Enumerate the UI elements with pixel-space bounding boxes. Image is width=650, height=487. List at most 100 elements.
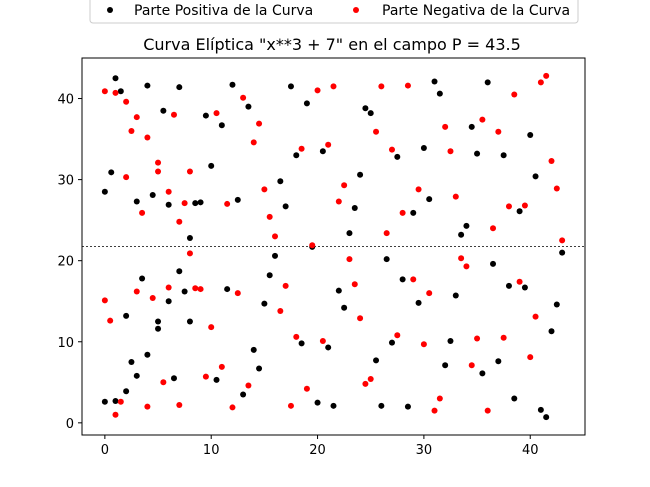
point-positive bbox=[282, 203, 289, 210]
point-negative bbox=[378, 83, 385, 90]
point-positive bbox=[351, 204, 358, 211]
point-positive bbox=[431, 78, 438, 85]
point-positive bbox=[442, 362, 449, 369]
point-positive bbox=[404, 403, 411, 410]
point-positive bbox=[176, 268, 183, 275]
point-negative bbox=[452, 193, 459, 200]
point-negative bbox=[229, 404, 236, 411]
point-negative bbox=[373, 128, 380, 135]
point-negative bbox=[516, 278, 523, 285]
point-positive bbox=[128, 359, 135, 366]
point-negative bbox=[447, 148, 454, 155]
point-positive bbox=[383, 256, 390, 263]
point-positive bbox=[436, 90, 443, 97]
point-negative bbox=[277, 307, 284, 314]
point-positive bbox=[192, 200, 199, 207]
point-negative bbox=[436, 395, 443, 402]
point-positive bbox=[149, 192, 156, 199]
point-negative bbox=[208, 324, 215, 331]
point-positive bbox=[144, 351, 151, 358]
point-negative bbox=[218, 363, 225, 370]
point-negative bbox=[117, 398, 124, 405]
point-positive bbox=[101, 398, 108, 405]
point-negative bbox=[330, 83, 337, 90]
point-negative bbox=[144, 403, 151, 410]
point-negative bbox=[367, 376, 374, 383]
point-positive bbox=[218, 122, 225, 129]
legend-label-positive: Parte Positiva de la Curva bbox=[134, 3, 313, 19]
point-positive bbox=[511, 395, 518, 402]
point-negative bbox=[133, 288, 140, 295]
point-positive bbox=[266, 272, 273, 279]
point-positive bbox=[420, 144, 427, 151]
point-positive bbox=[229, 81, 236, 88]
point-negative bbox=[144, 134, 151, 141]
y-tick-label: 0 bbox=[66, 417, 74, 432]
point-negative bbox=[293, 333, 300, 340]
point-positive bbox=[101, 188, 108, 195]
point-negative bbox=[165, 284, 172, 291]
point-positive bbox=[495, 358, 502, 365]
point-positive bbox=[500, 152, 507, 159]
point-positive bbox=[155, 318, 162, 325]
point-positive bbox=[261, 300, 268, 307]
point-positive bbox=[133, 372, 140, 379]
point-negative bbox=[155, 159, 162, 166]
point-negative bbox=[532, 313, 539, 320]
point-positive bbox=[341, 304, 348, 311]
point-positive bbox=[133, 198, 140, 205]
point-negative bbox=[468, 362, 475, 369]
x-tick-label: 0 bbox=[101, 443, 109, 458]
point-negative bbox=[479, 116, 486, 123]
point-negative bbox=[442, 123, 449, 130]
point-positive bbox=[186, 234, 193, 241]
point-negative bbox=[490, 225, 497, 232]
point-positive bbox=[543, 414, 550, 421]
point-positive bbox=[325, 344, 332, 351]
point-positive bbox=[277, 178, 284, 185]
point-positive bbox=[176, 84, 183, 91]
point-negative bbox=[287, 402, 294, 409]
point-negative bbox=[240, 94, 247, 101]
point-negative bbox=[128, 127, 135, 134]
point-positive bbox=[426, 196, 433, 203]
point-negative bbox=[266, 213, 273, 220]
point-negative bbox=[404, 82, 411, 89]
point-positive bbox=[548, 328, 555, 335]
point-positive bbox=[367, 110, 374, 117]
point-negative bbox=[256, 120, 263, 127]
point-positive bbox=[213, 376, 220, 383]
point-positive bbox=[362, 105, 369, 112]
point-positive bbox=[139, 275, 146, 282]
point-positive bbox=[108, 169, 115, 176]
point-positive bbox=[112, 397, 119, 404]
point-negative bbox=[123, 174, 130, 181]
point-negative bbox=[192, 285, 199, 292]
point-positive bbox=[123, 388, 130, 395]
point-negative bbox=[250, 139, 257, 146]
point-negative bbox=[234, 290, 241, 297]
point-positive bbox=[112, 75, 119, 82]
point-negative bbox=[399, 209, 406, 216]
point-positive bbox=[479, 370, 486, 377]
x-tick-label: 10 bbox=[203, 443, 220, 458]
point-negative bbox=[186, 250, 193, 257]
point-negative bbox=[495, 128, 502, 135]
point-negative bbox=[341, 182, 348, 189]
point-positive bbox=[165, 298, 172, 305]
point-positive bbox=[559, 249, 566, 256]
point-positive bbox=[234, 196, 241, 203]
point-positive bbox=[181, 288, 188, 295]
y-tick-label: 30 bbox=[57, 174, 74, 189]
point-negative bbox=[325, 141, 332, 148]
point-positive bbox=[373, 357, 380, 364]
point-negative bbox=[101, 297, 108, 304]
point-negative bbox=[553, 185, 560, 192]
legend: Parte Positiva de la Curva Parte Negativ… bbox=[89, 0, 579, 24]
point-negative bbox=[394, 332, 401, 339]
point-positive bbox=[410, 209, 417, 216]
point-positive bbox=[314, 399, 321, 406]
point-negative bbox=[559, 237, 566, 244]
point-negative bbox=[346, 256, 353, 263]
legend-label-negative: Parte Negativa de la Curva bbox=[382, 3, 570, 19]
